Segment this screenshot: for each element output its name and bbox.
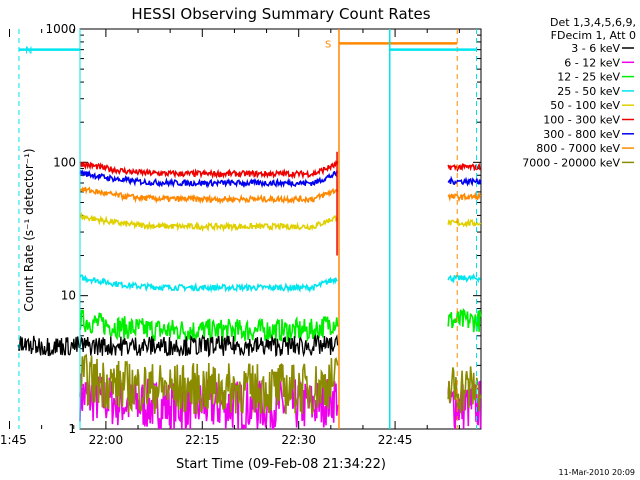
legend-label-0: 3 - 6 keV — [571, 42, 620, 55]
series-line-3-seg-1 — [447, 272, 481, 284]
legend-label-4: 50 - 100 keV — [550, 99, 620, 112]
series-line-7-seg-0 — [79, 186, 339, 205]
y-tick-label: 1 — [68, 422, 76, 436]
x-tick-label: 22:30 — [281, 433, 316, 447]
series-line-2-seg-1 — [447, 307, 482, 333]
legend-label-5: 100 - 300 keV — [543, 114, 620, 127]
y-tick-label: 1000 — [45, 22, 76, 36]
x-tick-label: 22:00 — [89, 433, 124, 447]
x-tick-label: 22:15 — [185, 433, 220, 447]
x-tick-label: 21:45 — [0, 433, 27, 447]
series-line-3-seg-0 — [79, 274, 338, 294]
series-line-6-seg-0 — [79, 169, 339, 189]
y-tick-label: 10 — [61, 289, 76, 303]
plot-area: 1 10 100 1000 21:45 22:00 22:15 22:30 22:45 N S — [0, 22, 482, 447]
s-annotation: S — [325, 39, 331, 50]
legend-label-6: 300 - 800 keV — [543, 128, 620, 141]
legend-label-3: 25 - 50 keV — [557, 85, 620, 98]
series-line-0-seg-0 — [17, 333, 339, 358]
legend-label-2: 12 - 25 keV — [557, 71, 620, 84]
series-line-6-seg-1 — [447, 175, 482, 187]
series-line-2-seg-0 — [79, 309, 339, 345]
x-axis-label: Start Time (09-Feb-08 21:34:22) — [176, 457, 386, 472]
series-line-8-seg-0 — [79, 353, 339, 415]
y-axis-label: Count Rate (s⁻¹ detector⁻¹) — [22, 148, 36, 311]
series-line-4-seg-0 — [79, 211, 339, 233]
x-tick-label: 22:45 — [378, 433, 413, 447]
legend-label-1: 6 - 12 keV — [564, 56, 620, 69]
series-line-5-seg-1 — [447, 162, 482, 173]
n-annotation: N — [25, 46, 32, 57]
legend-label-7: 800 - 7000 keV — [536, 142, 620, 155]
legend-label-8: 7000 - 20000 keV — [522, 156, 620, 169]
y-tick-label: 100 — [53, 155, 76, 169]
legend-header-2: FDecim 1, Att 0 — [551, 29, 636, 42]
footer-date: 11-Mar-2010 20:09 — [559, 468, 636, 477]
series-line-4-seg-1 — [447, 217, 482, 228]
series-line-7-seg-1 — [447, 191, 482, 203]
chart-title: HESSI Observing Summary Count Rates — [131, 5, 430, 23]
series-line-5-seg-0 — [79, 159, 339, 180]
legend-header-1: Det 1,3,4,5,6,9, — [550, 16, 636, 29]
series-line-8-seg-1 — [447, 366, 482, 414]
